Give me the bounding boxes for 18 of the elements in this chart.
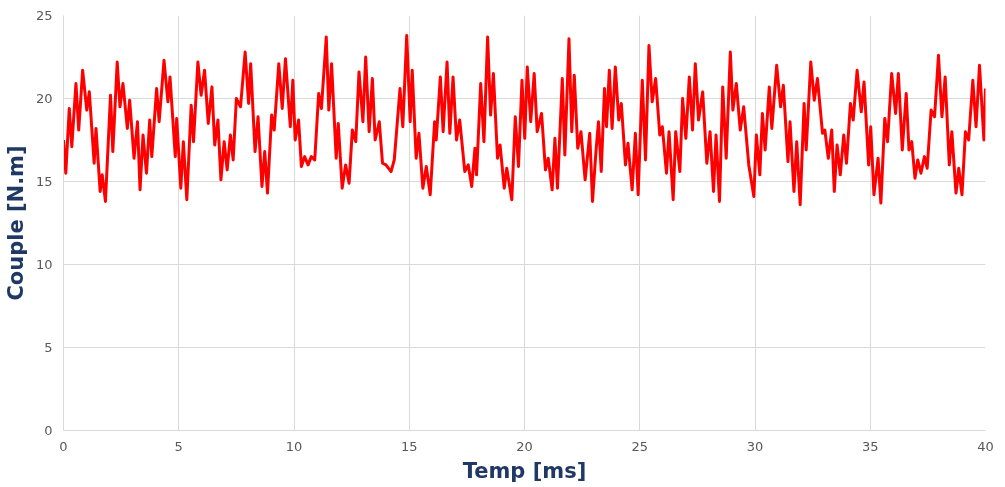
x-tick-label: 20: [516, 438, 533, 454]
y-tick-label: 25: [35, 8, 53, 23]
y-tick-label: 15: [35, 174, 53, 189]
x-tick-label: 10: [285, 438, 303, 454]
x-tick-label: 0: [59, 438, 68, 454]
y-axis-title: Couple [N.m]: [3, 145, 28, 301]
x-tick-label: 35: [861, 438, 879, 454]
x-tick-label: 15: [400, 438, 418, 454]
line-series: [63, 33, 986, 207]
x-tick-label: 5: [174, 438, 183, 454]
y-tick-label: 0: [44, 423, 53, 438]
x-tick-label: 40: [977, 438, 994, 454]
x-tick-label: 30: [746, 438, 764, 454]
y-tick-label: 10: [35, 257, 53, 272]
x-tick-label: 25: [631, 438, 649, 454]
y-tick-label: 20: [35, 91, 53, 106]
x-axis-title: Temp [ms]: [462, 458, 587, 483]
y-tick-label: 5: [44, 340, 53, 355]
